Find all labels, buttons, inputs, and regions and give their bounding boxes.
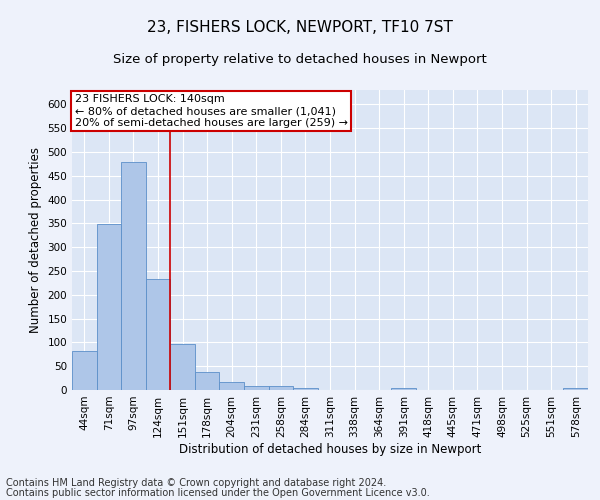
Bar [220, 382, 244, 390]
X-axis label: Distribution of detached houses by size in Newport: Distribution of detached houses by size … [179, 442, 481, 456]
Bar [244, 386, 269, 390]
Bar [170, 344, 195, 390]
Text: Contains public sector information licensed under the Open Government Licence v3: Contains public sector information licen… [6, 488, 430, 498]
Text: Contains HM Land Registry data © Crown copyright and database right 2024.: Contains HM Land Registry data © Crown c… [6, 478, 386, 488]
Y-axis label: Number of detached properties: Number of detached properties [29, 147, 42, 333]
Bar [391, 388, 416, 390]
Bar [293, 388, 318, 390]
Bar [563, 388, 588, 390]
Text: 23 FISHERS LOCK: 140sqm
← 80% of detached houses are smaller (1,041)
20% of semi: 23 FISHERS LOCK: 140sqm ← 80% of detache… [74, 94, 347, 128]
Bar [121, 162, 146, 390]
Text: 23, FISHERS LOCK, NEWPORT, TF10 7ST: 23, FISHERS LOCK, NEWPORT, TF10 7ST [147, 20, 453, 35]
Bar [195, 372, 220, 390]
Bar [72, 351, 97, 390]
Bar [146, 278, 170, 390]
Text: Size of property relative to detached houses in Newport: Size of property relative to detached ho… [113, 52, 487, 66]
Bar [97, 224, 121, 390]
Bar [269, 386, 293, 390]
